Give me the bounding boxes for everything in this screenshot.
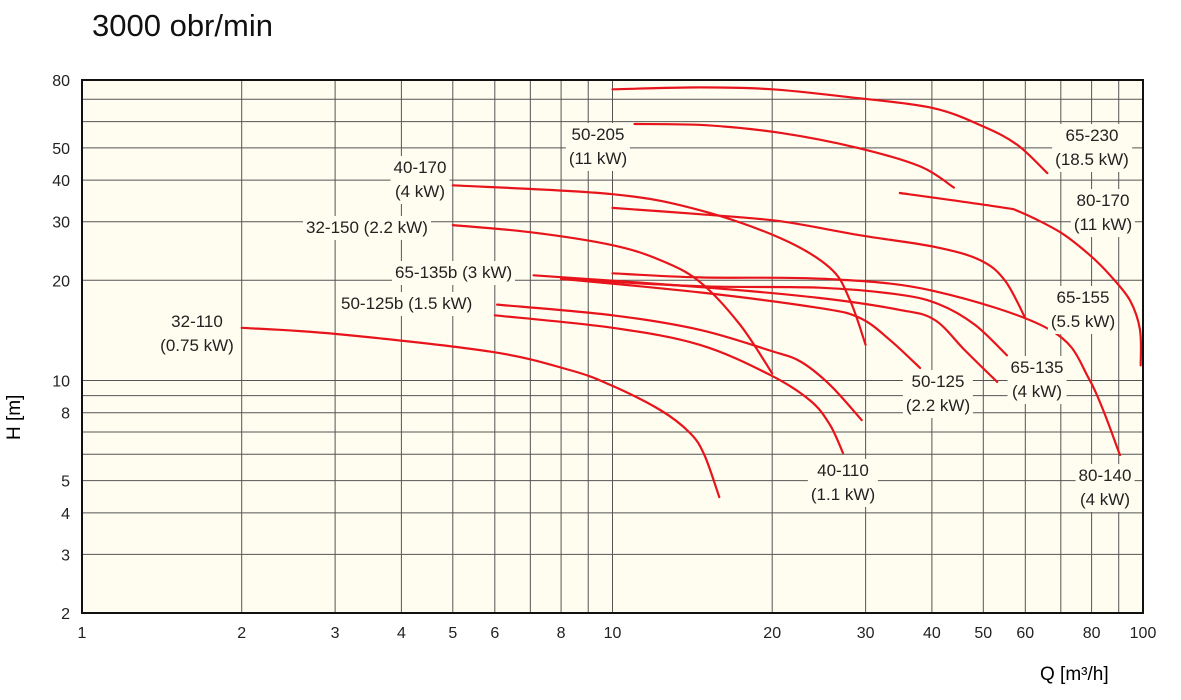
curve-s80_140 — [611, 272, 1122, 457]
x-tick-label: 10 — [604, 625, 622, 642]
x-tick-label: 2 — [237, 625, 246, 642]
y-tick-label: 40 — [52, 173, 70, 190]
x-tick-label: 40 — [923, 625, 941, 642]
y-tick-label: 10 — [52, 373, 70, 390]
label-50-205: 50-205 (11 kW) — [565, 123, 631, 171]
label-power: (4 kW) — [1079, 490, 1131, 509]
label-name: 50-125 — [911, 372, 965, 391]
x-tick-label: 1 — [78, 625, 87, 642]
x-tick-label: 80 — [1083, 625, 1101, 642]
x-tick-label: 4 — [397, 625, 406, 642]
curve-s50_125 — [560, 277, 922, 370]
label-power: (11 kW) — [568, 149, 628, 168]
label-65-230: 65-230 (18.5 kW) — [1052, 124, 1132, 172]
label-name: 40-110 — [817, 461, 869, 480]
label-65-135b: 65-135b (3 kW) — [392, 261, 516, 285]
y-tick-label: 3 — [61, 547, 70, 564]
label-65-155: 65-155 (5.5 kW) — [1047, 286, 1119, 334]
label-80-140: 80-140 (4 kW) — [1075, 464, 1135, 512]
curve-s65_135 — [560, 277, 1008, 357]
x-tick-label: 60 — [1016, 625, 1034, 642]
y-tick-label: 20 — [52, 273, 70, 290]
label-power: (5.5 kW) — [1050, 312, 1116, 331]
label-50-125: 50-125 (2.2 kW) — [902, 370, 974, 418]
label-power: (4 kW) — [394, 182, 446, 201]
label-power: (2.2 kW) — [905, 396, 971, 415]
curve-s50_125b — [496, 303, 863, 422]
curve-s80_170 — [898, 191, 1143, 367]
label-80-170: 80-170 (11 kW) — [1070, 189, 1136, 237]
x-tick-label: 8 — [557, 625, 566, 642]
label-power: (0.75 kW) — [160, 336, 234, 355]
chart-title: 3000 obr/min — [92, 8, 273, 43]
label-32-150: 32-150 (2.2 kW) — [303, 216, 431, 240]
x-tick-label: 5 — [448, 625, 457, 642]
label-name: 40-170 — [393, 158, 447, 177]
label-power: (18.5 kW) — [1055, 150, 1129, 169]
x-tick-label: 50 — [974, 625, 992, 642]
label-name: 65-230 — [1065, 126, 1119, 145]
y-tick-label: 30 — [52, 215, 70, 232]
curve-s32_150 — [451, 224, 774, 375]
label-power: (1.1 kW) — [810, 485, 876, 504]
x-tick-label: 100 — [1130, 625, 1157, 642]
x-tick-label: 6 — [490, 625, 499, 642]
curve-s65_155 — [611, 206, 1027, 320]
label-50-125b: 50-125b (1.5 kW) — [338, 292, 476, 316]
x-axis-label: Q [m³/h] — [1040, 664, 1109, 685]
curve-s32_110 — [240, 326, 721, 499]
label-32-110: 32-110 (0.75 kW) — [157, 310, 237, 358]
y-tick-label: 80 — [52, 73, 70, 90]
label-name: 80-140 — [1078, 466, 1132, 485]
y-axis-label: H [m] — [4, 394, 25, 440]
label-power: (4 kW) — [1011, 382, 1063, 401]
x-tick-label: 20 — [763, 625, 781, 642]
y-tick-label: 8 — [61, 406, 70, 423]
label-name: 32-110 — [171, 312, 223, 331]
curve-s40_110 — [493, 314, 845, 455]
y-tick-label: 2 — [61, 606, 70, 623]
label-name: 50-205 — [571, 125, 625, 144]
x-tick-label: 3 — [331, 625, 340, 642]
label-power: (11 kW) — [1073, 215, 1133, 234]
y-tick-label: 5 — [61, 474, 70, 491]
y-tick-label: 50 — [52, 141, 70, 158]
curve-s40_170 — [451, 184, 867, 346]
curve-s50_205 — [633, 122, 955, 189]
label-name: 80-170 — [1076, 191, 1130, 210]
label-65-135: 65-135 (4 kW) — [1007, 356, 1067, 404]
plot-frame — [81, 79, 1144, 614]
label-40-170: 40-170 (4 kW) — [390, 156, 450, 204]
label-40-110: 40-110 (1.1 kW) — [807, 459, 879, 507]
y-tick-label: 4 — [61, 506, 70, 523]
x-tick-label: 30 — [857, 625, 875, 642]
label-name: 65-155 — [1056, 288, 1110, 307]
label-name: 65-135 — [1010, 358, 1064, 377]
curve-s65_230 — [611, 86, 1049, 175]
